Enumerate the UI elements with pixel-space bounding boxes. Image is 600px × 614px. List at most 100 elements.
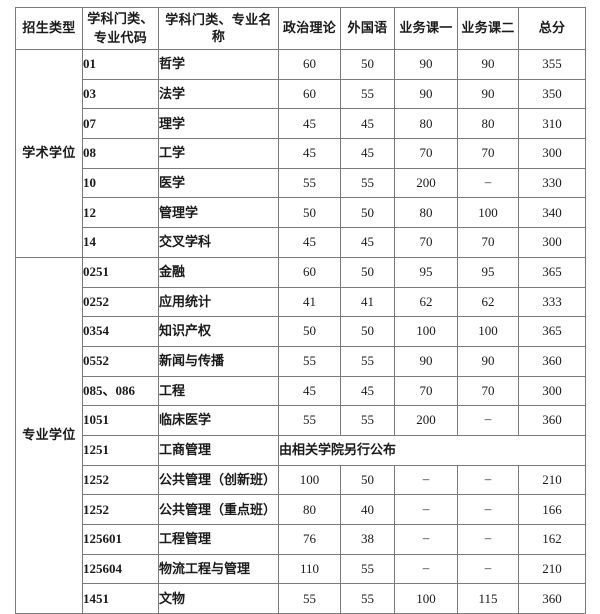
score-cell-major1: –: [394, 524, 458, 555]
score-cell-major2: –: [457, 494, 519, 525]
score-cell-total: 210: [518, 553, 586, 585]
score-cell-major2: 90: [457, 49, 519, 80]
admission-score-table: 招生类型 学科门类、 专业代码 学科门类、专业名称 政治理论 外国语 业务课一 业务课二 总分 …: [15, 7, 586, 614]
major-code-cell: 085、086: [82, 375, 159, 407]
score-cell-major1: 100: [394, 583, 458, 614]
score-cell-major2: 70: [457, 138, 519, 169]
score-cell-politics: 45: [278, 138, 341, 169]
score-cell-total: 310: [518, 108, 586, 140]
major-name-cell: 临床医学: [158, 405, 279, 436]
column-header-total: 总分: [518, 7, 586, 50]
major-name-cell: 交叉学科: [158, 227, 279, 258]
score-cell-politics: 80: [278, 494, 341, 525]
score-cell-total: 355: [518, 49, 586, 80]
score-cell-major1: –: [394, 494, 458, 525]
score-cell-politics: 50: [278, 316, 341, 347]
column-header-major2: 业务课二: [457, 7, 519, 50]
score-cell-foreign: 45: [340, 108, 395, 140]
table-row: 学术学位 01 哲学 60 50 90 90 355: [15, 49, 586, 258]
column-header-name: 学科门类、专业名称: [158, 7, 279, 50]
major-code-cell: 125604: [82, 553, 159, 585]
score-cell-foreign: 55: [340, 345, 395, 377]
score-cell-foreign: 50: [340, 316, 395, 347]
not-applicable-dash: –: [484, 530, 492, 546]
score-cell-politics: 60: [278, 49, 341, 80]
column-header-major1: 业务课一: [394, 7, 458, 50]
column-header-code: 学科门类、 专业代码: [82, 7, 159, 50]
major-code-cell: 12: [82, 197, 159, 229]
not-applicable-dash: –: [484, 173, 492, 189]
table-row: 125601 工程管理 76 38 – – 162: [16, 524, 586, 555]
table-row: 1252 公共管理（重点班） 80 40 – – 166: [16, 494, 586, 525]
score-cell-total: 162: [518, 524, 586, 555]
table-row: 0552 新闻与传播 55 55 90 90 360: [16, 345, 586, 377]
score-cell-total: 300: [518, 138, 586, 169]
not-applicable-dash: –: [422, 530, 430, 546]
not-applicable-dash: –: [484, 470, 492, 486]
major-name-cell: 法学: [158, 78, 279, 110]
major-name-cell: 管理学: [158, 197, 279, 229]
score-cell-major2: 115: [457, 583, 519, 614]
table-body: 学术学位 01 哲学 60 50 90 90 355 03 法学 60 55 90 90 350 07 理学 45…: [15, 49, 586, 614]
score-cell-major1: 70: [394, 227, 458, 258]
score-cell-major1: 200: [394, 167, 458, 199]
table-row: 07 理学 45 45 80 80 310: [16, 108, 586, 140]
major-code-cell: 1451: [82, 583, 159, 614]
score-cell-foreign: 50: [340, 256, 395, 288]
major-name-cell: 物流工程与管理: [158, 553, 279, 585]
score-cell-total: 360: [518, 345, 586, 377]
score-cell-total: 330: [518, 167, 586, 199]
score-cell-total: 300: [518, 375, 586, 407]
score-cell-major2: 70: [457, 375, 519, 407]
major-code-cell: 03: [82, 78, 159, 110]
major-name-cell: 哲学: [158, 49, 279, 80]
score-cell-total: 340: [518, 197, 586, 229]
major-name-cell: 理学: [158, 108, 279, 140]
score-cell-total: 210: [518, 464, 586, 496]
score-cell-major1: 100: [394, 316, 458, 347]
score-cell-foreign: 55: [340, 167, 395, 199]
score-cell-major1: 70: [394, 138, 458, 169]
score-cell-politics: 50: [278, 197, 341, 229]
table-row: 1251 工商管理 由相关学院另行公布: [16, 434, 586, 466]
score-cell-politics: 60: [278, 78, 341, 110]
score-cell-major2: 90: [457, 78, 519, 110]
score-cell-total: 333: [518, 286, 586, 318]
score-cell-major2: 62: [457, 286, 519, 318]
table-row: 03 法学 60 55 90 90 350: [16, 78, 586, 110]
major-name-cell: 工程管理: [158, 524, 279, 555]
table-row: 125604 物流工程与管理 110 55 – – 210: [16, 553, 586, 585]
score-cell-major1: 90: [394, 345, 458, 377]
score-cell-total: 365: [518, 316, 586, 347]
not-applicable-dash: –: [484, 559, 492, 575]
major-name-cell: 知识产权: [158, 316, 279, 347]
score-cell-politics: 55: [278, 583, 341, 614]
score-cell-total: 350: [518, 78, 586, 110]
score-cell-major1: 95: [394, 256, 458, 288]
score-cell-foreign: 41: [340, 286, 395, 318]
score-cell-major2: 80: [457, 108, 519, 140]
score-cell-foreign: 38: [340, 524, 395, 555]
score-cell-major1: 70: [394, 375, 458, 407]
major-code-cell: 0251: [82, 256, 159, 288]
score-cell-politics: 60: [278, 256, 341, 288]
score-cell-major1: –: [394, 464, 458, 496]
not-applicable-dash: –: [422, 559, 430, 575]
score-cell-foreign: 50: [340, 49, 395, 80]
table-row: 1451 文物 55 55 100 115 360: [16, 583, 586, 614]
major-name-cell: 公共管理（创新班）: [158, 464, 279, 496]
score-cell-major2: –: [457, 405, 519, 436]
score-cell-politics: 41: [278, 286, 341, 318]
table-row: 12 管理学 50 50 80 100 340: [16, 197, 586, 229]
major-code-cell: 14: [82, 227, 159, 258]
score-cell-politics: 55: [278, 345, 341, 377]
degree-type-cell: 专业学位: [15, 256, 83, 614]
not-applicable-dash: –: [422, 500, 430, 516]
major-code-cell: 1251: [82, 434, 159, 466]
header-row: 招生类型 学科门类、 专业代码 学科门类、专业名称 政治理论 外国语 业务课一 业务课二 总分: [15, 7, 586, 50]
score-cell-foreign: 55: [340, 78, 395, 110]
score-cell-total: 365: [518, 256, 586, 288]
not-applicable-dash: –: [422, 470, 430, 486]
score-cell-politics: 110: [278, 553, 341, 585]
score-cell-major1: 200: [394, 405, 458, 436]
